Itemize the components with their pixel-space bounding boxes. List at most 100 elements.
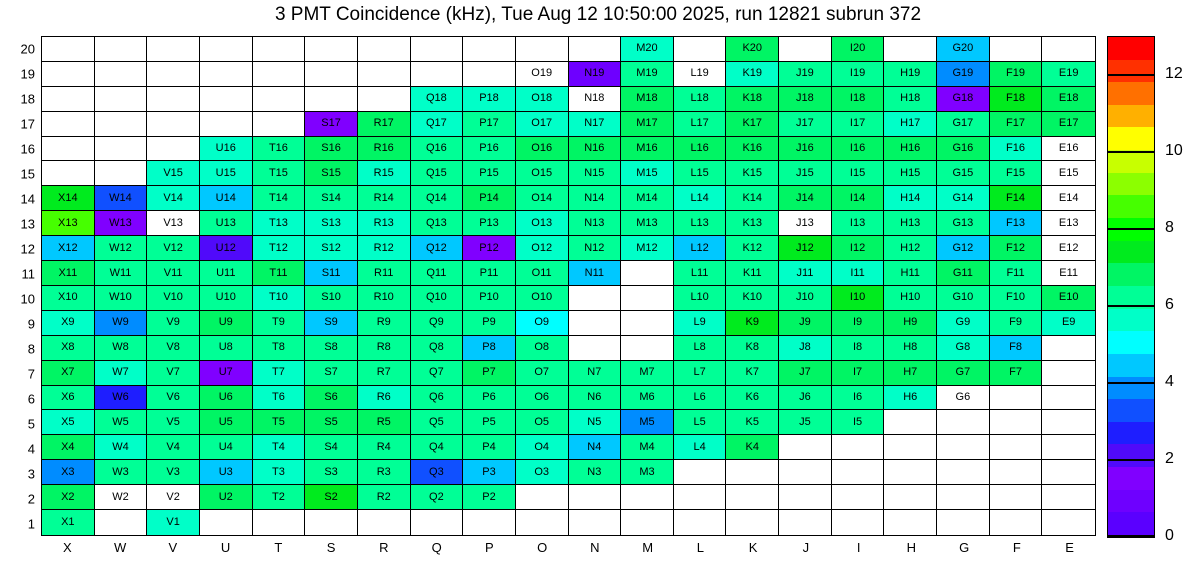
heatmap-cell-l15: L15 [673,161,727,187]
cell-fill [726,335,779,360]
heatmap-cell-empty [42,86,95,112]
heatmap-cell-empty [884,435,938,461]
heatmap-cell-i20: I20 [831,37,885,62]
cell-label: R8 [376,341,391,354]
heatmap-cell-empty [989,485,1043,511]
heatmap-cell-x11: X11 [42,261,95,286]
cell-fill [410,236,463,261]
cell-label: S3 [324,465,338,478]
cell-fill [989,285,1042,310]
cell-fill [463,310,515,335]
cell-fill [673,186,726,211]
heatmap-cell-t9: T9 [252,310,306,336]
heatmap-cell-p3: P3 [463,460,516,486]
heatmap-cell-empty [779,485,832,511]
heatmap-cell-s3: S3 [305,460,358,486]
heatmap-cell-empty [831,460,885,486]
heatmap-cell-s14: S14 [305,186,358,212]
cell-fill [199,161,252,186]
colorbar-tick-mark [1107,459,1155,462]
heatmap-cell-empty [42,61,95,87]
cell-label: F13 [1006,216,1025,229]
cell-label: G7 [955,366,971,379]
cell-label: M12 [636,241,658,254]
cell-label: P17 [479,117,499,130]
cell-label: I7 [852,366,863,379]
cell-label: G11 [952,266,973,279]
cell-fill [410,335,463,360]
cell-fill [357,186,410,211]
cell-fill [831,261,884,285]
cell-fill [884,111,937,136]
heatmap-cell-k16: K16 [726,136,780,162]
cell-label: N18 [584,92,605,105]
x-tick-label: I [856,540,861,555]
cell-fill [937,61,989,86]
heatmap-cell-n4: N4 [568,435,622,461]
cell-label: R2 [376,490,391,503]
cell-fill [515,360,568,385]
cell-fill [779,236,831,261]
cell-fill [42,186,94,211]
cell-fill [621,410,673,435]
heatmap-cell-q12: Q12 [410,236,464,262]
heatmap-cell-empty [94,111,148,137]
cell-label: P5 [482,415,496,428]
heatmap-cell-empty [726,485,780,511]
heatmap-cell-empty [568,485,622,511]
cell-label: O17 [531,117,553,130]
cell-fill [673,136,726,161]
heatmap-cell-empty [673,485,727,511]
cell-label: T7 [272,366,285,379]
heatmap-cell-i8: I8 [831,335,885,361]
heatmap-cell-x5: X5 [42,410,95,436]
cell-fill [568,410,621,435]
cell-label: E10 [1058,291,1079,304]
heatmap-cell-empty [305,510,358,535]
heatmap-cell-k14: K14 [726,186,780,212]
cell-label: P15 [479,166,499,179]
heatmap-cell-q9: Q9 [410,310,464,336]
cell-fill [252,385,305,410]
cell-fill [410,460,463,485]
cell-fill [989,211,1042,236]
cell-label: L8 [693,341,706,354]
heatmap-cell-empty [673,37,727,62]
cell-label: I5 [852,415,863,428]
cell-fill [252,335,305,360]
colorbar-band [1108,444,1154,468]
cell-fill [199,136,252,161]
heatmap-cell-f17: F17 [989,111,1043,137]
heatmap-cell-g7: G7 [937,360,990,386]
heatmap-cell-empty [305,37,358,62]
cell-label: P2 [482,490,496,503]
cell-label: E9 [1061,316,1076,329]
cell-fill [673,261,726,285]
cell-fill [621,86,673,111]
heatmap-cell-m15: M15 [621,161,674,187]
colorbar-ticks: 0 2 4 6 8 10 12 [1107,36,1196,544]
heatmap-cell-e12: E12 [1042,236,1095,262]
y-tick-label: 1 [27,516,35,531]
heatmap-cell-u3: U3 [199,460,253,486]
heatmap-cell-empty [1042,485,1095,511]
cell-label: O4 [534,440,550,453]
cell-fill [357,435,410,460]
cell-label: T14 [268,191,288,204]
cell-label: L12 [690,241,709,254]
cell-fill [515,385,568,410]
cell-label: T6 [272,391,285,404]
cell-label: L19 [690,67,709,80]
cell-fill [357,385,410,410]
cell-label: W3 [112,465,129,478]
colorbar-band [1108,353,1154,377]
heatmap-cell-x8: X8 [42,335,95,361]
heatmap-cell-v3: V3 [147,460,200,486]
cell-fill [726,410,779,435]
cell-fill [779,360,831,385]
cell-label: R5 [376,415,391,428]
cell-label: W13 [109,216,132,229]
heatmap-cell-e13: E13 [1042,211,1095,237]
heatmap-cell-p13: P13 [463,211,516,237]
heatmap-cell-t15: T15 [252,161,306,187]
